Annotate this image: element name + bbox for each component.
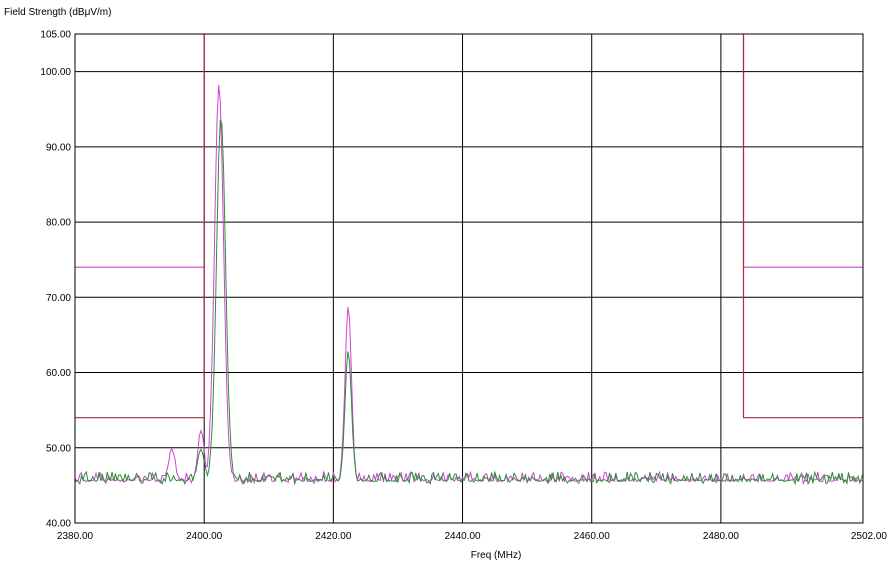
x-tick-label: 2460.00: [574, 531, 611, 542]
x-tick-label: 2502.00: [851, 531, 888, 542]
grid-lines: [74, 33, 864, 524]
limit-line-2: [75, 34, 205, 419]
series-line-0: [74, 85, 864, 485]
y-tick-labels: 40.00 50.00 60.00 70.00 80.00 90.00 100.00 105.…: [40, 30, 71, 530]
x-tick-label: 2440.00: [444, 531, 481, 542]
y-tick-label: 105.00: [40, 30, 71, 41]
y-tick-label: 90.00: [46, 142, 71, 153]
y-tick-label: 70.00: [46, 293, 71, 304]
y-tick-label: 80.00: [46, 218, 71, 229]
y-axis-title: Field Strength (dBμV/m): [4, 7, 111, 18]
x-tick-label: 2420.00: [315, 531, 352, 542]
y-tick-label: 40.00: [46, 519, 71, 530]
limit-line-3: [742, 34, 863, 419]
limit-lines: [75, 34, 863, 419]
x-tick-label: 2380.00: [57, 531, 94, 542]
x-tick-label: 2400.00: [186, 531, 223, 542]
series-line-1: [74, 119, 864, 486]
x-tick-label: 2480.00: [703, 531, 740, 542]
y-tick-label: 60.00: [46, 368, 71, 379]
plot-frame: [74, 33, 864, 524]
limit-line-0: [75, 34, 205, 268]
y-tick-label: 100.00: [40, 67, 71, 78]
x-axis-title: Freq (MHz): [471, 550, 522, 561]
y-tick-label: 50.00: [46, 443, 71, 454]
x-tick-labels: 2380.00 2400.00 2420.00 2440.00 2460.00 2480.…: [57, 531, 888, 542]
series-lines: [74, 85, 864, 486]
limit-line-1: [742, 34, 863, 268]
